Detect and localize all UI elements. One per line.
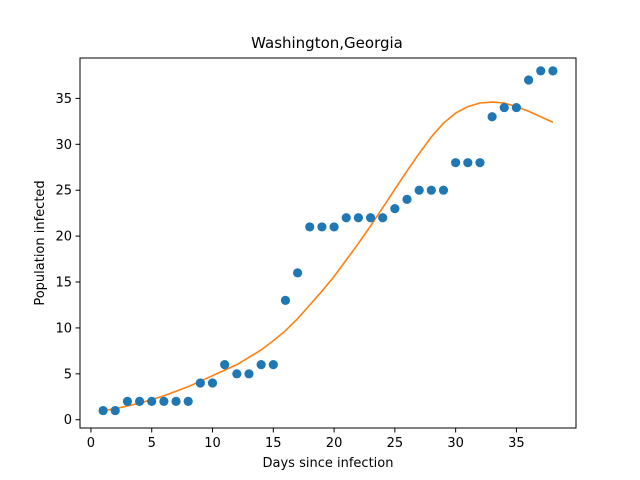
x-tick-label: 5: [148, 436, 156, 451]
x-tick-label: 0: [87, 436, 95, 451]
y-tick-label: 25: [55, 184, 72, 199]
data-point: [98, 405, 108, 416]
x-axis-label: Days since infection: [263, 456, 394, 471]
data-point: [232, 369, 242, 379]
data-point: [293, 268, 303, 278]
x-tick-label: 20: [326, 436, 343, 451]
data-point: [280, 295, 291, 305]
x-tick-label: 10: [204, 436, 221, 451]
x-tick-label: 15: [265, 436, 282, 451]
x-tick-label: 30: [447, 436, 464, 451]
data-point: [414, 185, 424, 195]
x-tick-label: 35: [508, 436, 525, 451]
data-point: [487, 112, 497, 122]
data-point: [220, 360, 230, 370]
data-point: [183, 396, 193, 406]
data-point: [365, 213, 376, 223]
data-point: [147, 396, 157, 406]
y-tick-label: 30: [55, 138, 72, 153]
y-tick-label: 0: [64, 413, 72, 428]
data-point: [378, 213, 388, 223]
y-tick-label: 35: [55, 92, 72, 107]
data-point: [317, 222, 327, 232]
data-point: [402, 194, 412, 204]
y-tick-label: 5: [64, 367, 72, 382]
data-point: [536, 66, 546, 76]
y-tick-label: 15: [55, 276, 72, 291]
data-point: [390, 203, 400, 214]
data-point: [159, 396, 169, 406]
data-point: [171, 396, 181, 406]
y-tick-label: 20: [55, 230, 72, 245]
data-point: [122, 396, 133, 406]
plot-frame: [79, 57, 577, 429]
data-point: [511, 102, 522, 113]
data-point: [499, 102, 509, 113]
data-point: [523, 75, 534, 85]
data-point: [463, 158, 473, 168]
data-point: [134, 396, 145, 406]
data-point: [195, 378, 205, 388]
data-point: [426, 185, 436, 195]
data-point: [110, 405, 120, 416]
data-point: [438, 185, 449, 195]
data-point: [256, 360, 266, 370]
data-point: [305, 222, 315, 232]
data-point: [244, 369, 254, 379]
data-point: [475, 158, 485, 168]
data-point: [268, 360, 278, 370]
plot-area: [98, 66, 558, 416]
data-point: [207, 378, 218, 388]
data-point: [451, 158, 461, 168]
data-point: [353, 213, 363, 223]
data-point: [548, 66, 558, 76]
fit-curve-line: [102, 101, 554, 412]
data-point: [341, 213, 351, 223]
x-tick-label: 25: [387, 436, 404, 451]
y-axis-label: Population infected: [33, 180, 48, 305]
y-tick-label: 10: [55, 321, 72, 336]
data-point: [329, 222, 339, 232]
axes: 0 5 10 15 20 25 30 35 0 5 10 15 20 25 30 35: [55, 92, 524, 451]
chart-title: Washington,Georgia: [251, 34, 403, 52]
